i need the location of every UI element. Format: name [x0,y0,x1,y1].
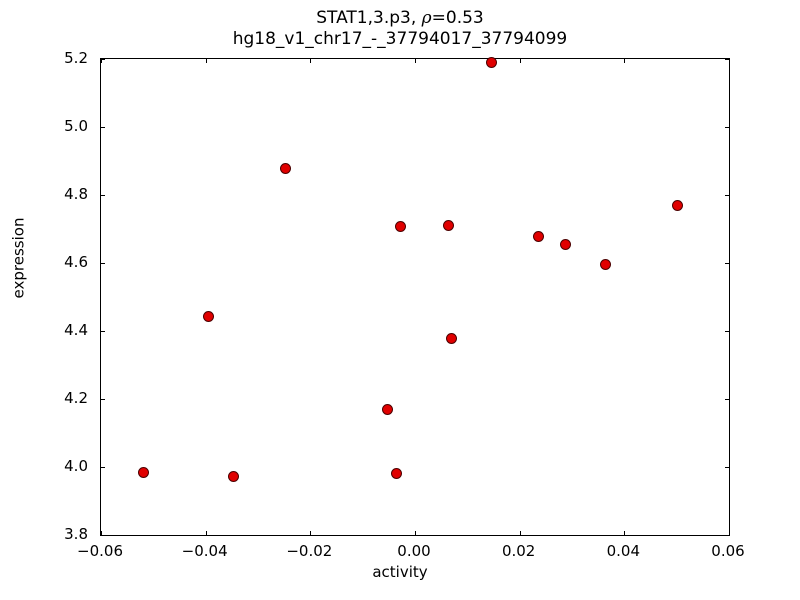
y-axis-tick [100,399,105,400]
x-axis-tick-label: −0.04 [181,542,228,560]
scatter-point [279,162,291,174]
x-axis-label: activity [372,563,428,581]
chart-title-prefix: STAT1,3.p3, [316,8,422,28]
x-axis-tick [310,531,312,536]
y-axis-tick [100,467,105,468]
y-axis-tick-right [725,331,730,332]
x-axis-tick-top [729,58,730,63]
x-axis-tick-top [101,58,102,63]
y-axis-tick-label: 4.6 [64,253,88,271]
x-axis-tick [205,531,207,536]
chart-title: STAT1,3.p3, ρ=0.53 hg18_v1_chr17_-_37794… [0,8,800,50]
y-axis-tick [100,59,105,60]
rho-symbol: ρ [421,8,432,28]
x-axis-tick-label: 0.06 [711,542,745,560]
y-axis-tick [100,331,105,332]
x-axis-tick-top [310,58,312,63]
chart-title-rho-value: =0.53 [431,8,484,28]
scatter-point [559,238,571,250]
x-axis-tick-top [519,58,521,63]
chart-title-line-1: STAT1,3.p3, ρ=0.53 [0,8,800,29]
y-axis-tick [100,535,105,536]
y-axis-tick-right [725,399,730,400]
scatter-point [600,258,612,270]
x-axis-tick-top [415,58,416,63]
y-axis-tick-label: 4.4 [64,321,88,339]
scatter-point [671,200,683,212]
y-axis-tick-right [725,263,730,264]
x-axis-tick [729,531,730,536]
y-axis-label: expression [9,217,28,299]
x-axis-tick [101,531,102,536]
y-axis-tick-label: 4.0 [64,457,88,475]
x-axis-tick-label: 0.00 [397,542,431,560]
y-axis-tick-right [725,535,730,536]
scatter-point [227,470,239,482]
y-axis-tick-label: 3.8 [64,525,88,543]
x-axis-tick [519,531,521,536]
x-axis-tick-top [624,58,626,63]
y-axis-tick-label: 4.8 [64,185,88,203]
x-axis-tick-label: 0.04 [606,542,641,560]
x-axis-tick-label: −0.06 [77,542,123,560]
scatter-point [442,219,454,231]
y-axis-tick-right [725,59,730,60]
x-axis-tick-top [205,58,207,63]
y-axis-tick [100,263,105,264]
x-axis-tick-label: −0.02 [286,542,333,560]
y-axis-tick-label: 4.2 [64,389,88,407]
x-axis-tick [624,531,626,536]
y-axis-tick-right [725,467,730,468]
scatter-point [202,310,214,322]
scatter-point [137,467,149,479]
y-axis-tick-label: 5.0 [64,117,88,135]
y-axis-tick [100,127,105,128]
plot-axes [100,57,730,536]
scatter-point [486,57,498,69]
scatter-point [391,468,403,480]
scatter-point [394,220,406,232]
x-axis-tick-label: 0.02 [501,542,536,560]
y-axis-tick [100,195,105,196]
scatter-point [381,403,393,415]
scatter-plot-area [101,57,729,535]
x-axis-tick [415,531,416,536]
chart-title-line-2: hg18_v1_chr17_-_37794017_37794099 [232,29,568,49]
y-axis-tick-label: 5.2 [64,49,88,67]
y-axis-tick-right [725,195,730,196]
scatter-point [446,333,458,345]
y-axis-tick-right [725,127,730,128]
scatter-point [532,230,544,242]
